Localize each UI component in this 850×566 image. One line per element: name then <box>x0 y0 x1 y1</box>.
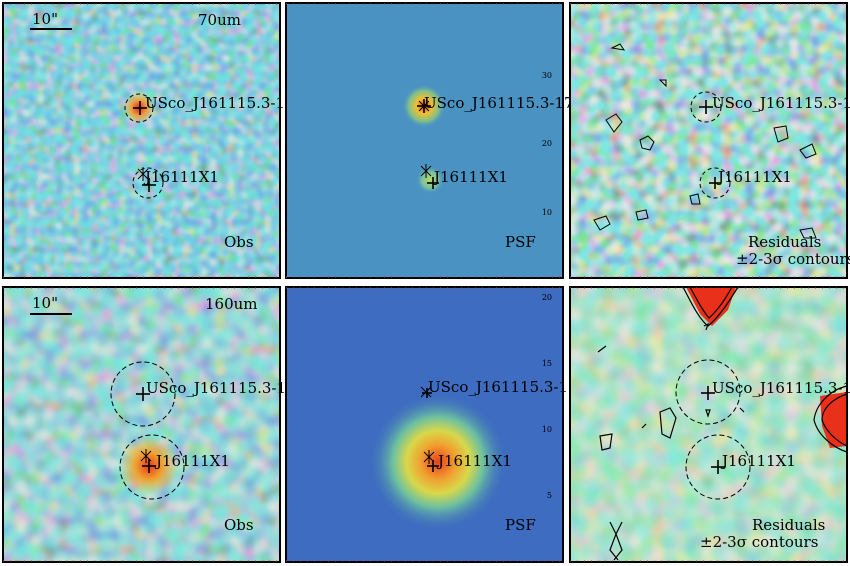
companion-aperture-circle <box>119 434 185 500</box>
target-label: USco_J161115.3-17 <box>424 94 574 112</box>
psf-axis-tick: 15 <box>542 359 552 368</box>
psf-companion-peak <box>416 166 444 194</box>
panel-background <box>286 3 563 278</box>
psf-axis-tick: 5 <box>547 491 552 500</box>
companion-star-marker <box>423 450 435 464</box>
corner-label: Obs <box>224 233 254 251</box>
residual-hotspot <box>820 392 847 448</box>
target-label: USco_J161115.3-17 <box>145 94 295 112</box>
companion-aperture-circle <box>685 434 751 500</box>
target-label: USco_J161115.3-1 <box>146 379 286 397</box>
band-label: 160um <box>205 295 258 313</box>
companion-label: J16111X1 <box>716 168 792 186</box>
panel-70um-obs: 10" 70um USco_J161115.3-17 J16111X1 Obs <box>3 3 295 278</box>
companion-cross-marker <box>711 460 725 474</box>
psf-axis-tick: 30 <box>542 71 552 80</box>
psf-axis-tick: 10 <box>542 208 552 217</box>
target-label: USco_J161115.3-1 <box>712 379 850 397</box>
target-cross-marker <box>699 100 713 114</box>
psf-axis-tick: 10 <box>542 425 552 434</box>
companion-star-marker <box>140 449 152 463</box>
companion-cross-marker <box>142 459 156 473</box>
companion-aperture-circle <box>132 167 164 199</box>
residual-contours <box>597 286 848 561</box>
target-aperture-circle <box>124 93 154 123</box>
companion-star-marker <box>137 167 149 181</box>
residual-hotspot <box>686 287 736 326</box>
companion-cross-marker <box>427 460 439 472</box>
residual-contours <box>593 43 817 239</box>
panel-70um-residuals: USco_J161115.3-17 J16111X1 Residuals ±2-… <box>570 3 850 278</box>
target-cross-marker <box>133 101 147 115</box>
panel-160um-residuals: USco_J161115.3-1 J16111X1 Residuals ±2-3… <box>570 286 850 562</box>
psf-axis-tick: 20 <box>542 139 552 148</box>
companion-label: J16111X1 <box>143 168 219 186</box>
target-label: USco_J161115.3-1 <box>428 378 568 396</box>
companion-cross-marker <box>709 177 721 189</box>
companion-star-marker <box>420 164 432 178</box>
target-star-marker <box>418 100 430 112</box>
corner-label: Residuals <box>752 516 825 534</box>
noise-map <box>3 3 280 278</box>
corner-label-secondary: ±2-3σ contours <box>700 533 818 551</box>
companion-label: J16111X1 <box>720 452 796 470</box>
companion-cross-marker <box>142 178 156 192</box>
corner-label: PSF <box>505 516 536 534</box>
target-cross-marker <box>701 386 715 400</box>
target-aperture-circle <box>690 91 722 123</box>
band-label: 70um <box>198 11 241 29</box>
psf-companion-peak <box>368 392 508 532</box>
target-label: USco_J161115.3-17 <box>712 94 850 112</box>
target-aperture-circle <box>110 361 176 427</box>
companion-label: J16111X1 <box>432 168 508 186</box>
panel-160um-obs: 10" 160um USco_J161115.3-1 J16111X1 Obs <box>3 287 286 562</box>
panel-70um-psf: USco_J161115.3-17 J16111X1 PSF 30 20 10 <box>286 3 574 278</box>
target-aperture-circle <box>675 359 741 425</box>
companion-label: J16111X1 <box>436 452 512 470</box>
corner-label: Obs <box>224 516 254 534</box>
corner-label-secondary: ±2-3σ contours <box>736 250 850 268</box>
target-cross-marker <box>136 387 150 401</box>
noise-map <box>570 287 847 562</box>
corner-label: Residuals <box>748 233 821 251</box>
scale-bar-label: 10" <box>32 10 58 28</box>
target-star-marker <box>420 386 432 398</box>
panel-160um-psf: USco_J161115.3-1 J16111X1 PSF 20 15 10 5 <box>286 287 568 562</box>
scale-bar-label: 10" <box>32 294 58 312</box>
corner-label: PSF <box>505 233 536 251</box>
noise-map <box>3 287 280 562</box>
psf-axis-tick: 20 <box>542 293 552 302</box>
companion-label: J16111X1 <box>154 452 230 470</box>
companion-cross-marker <box>427 177 439 189</box>
companion-aperture-circle <box>699 167 731 199</box>
